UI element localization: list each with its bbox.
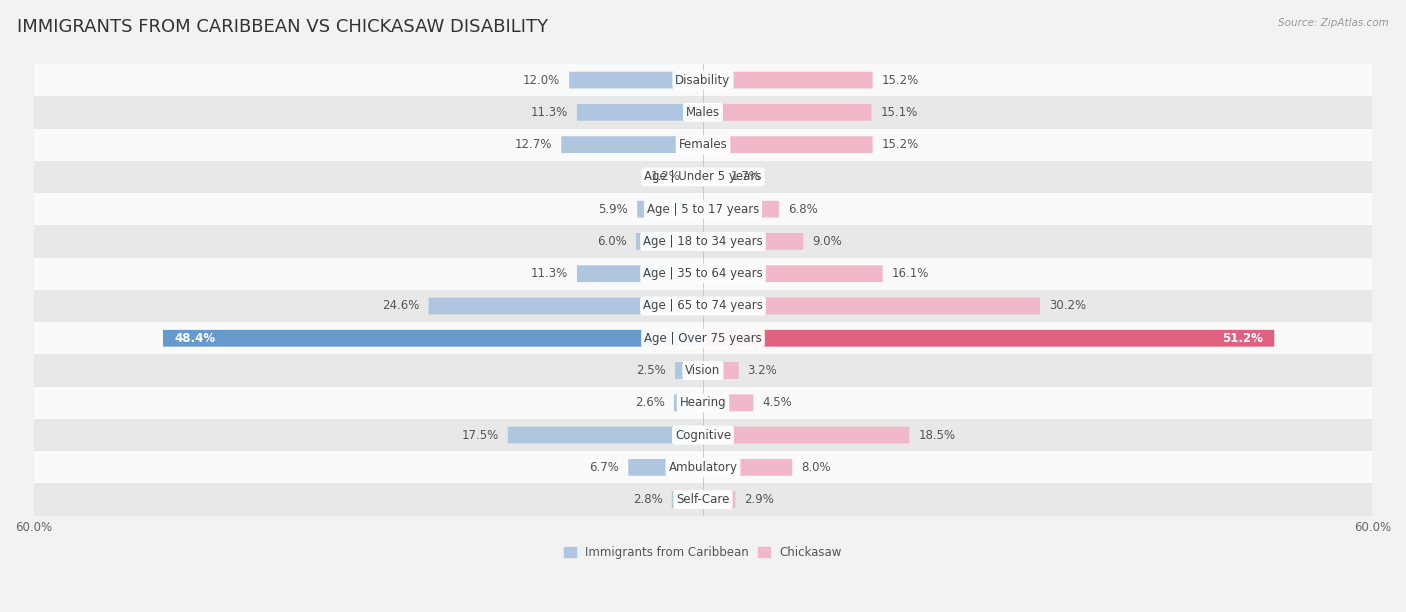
Text: 2.9%: 2.9% [744,493,775,506]
Text: Females: Females [679,138,727,151]
FancyBboxPatch shape [703,362,738,379]
Text: Age | 5 to 17 years: Age | 5 to 17 years [647,203,759,215]
Text: 8.0%: 8.0% [801,461,831,474]
FancyBboxPatch shape [637,201,703,218]
Text: 2.8%: 2.8% [633,493,662,506]
Bar [0,483,1406,516]
FancyBboxPatch shape [628,459,703,476]
Bar [0,354,1406,387]
FancyBboxPatch shape [703,459,792,476]
Text: 9.0%: 9.0% [813,235,842,248]
FancyBboxPatch shape [429,297,703,315]
FancyBboxPatch shape [576,266,703,282]
Text: 11.3%: 11.3% [530,106,568,119]
Bar [0,290,1406,322]
Text: 12.7%: 12.7% [515,138,553,151]
Text: Age | 35 to 64 years: Age | 35 to 64 years [643,267,763,280]
Text: Ambulatory: Ambulatory [668,461,738,474]
FancyBboxPatch shape [703,168,721,185]
FancyBboxPatch shape [703,266,883,282]
Bar [0,451,1406,483]
Text: IMMIGRANTS FROM CARIBBEAN VS CHICKASAW DISABILITY: IMMIGRANTS FROM CARIBBEAN VS CHICKASAW D… [17,18,548,36]
Text: Age | Under 5 years: Age | Under 5 years [644,170,762,184]
Text: 4.5%: 4.5% [762,397,792,409]
Text: 24.6%: 24.6% [382,299,419,313]
FancyBboxPatch shape [163,330,703,346]
Text: 48.4%: 48.4% [174,332,215,345]
Bar [0,129,1406,161]
Text: 1.7%: 1.7% [731,170,761,184]
Text: Age | 18 to 34 years: Age | 18 to 34 years [643,235,763,248]
FancyBboxPatch shape [576,104,703,121]
Bar [0,387,1406,419]
Text: Hearing: Hearing [679,397,727,409]
Text: 16.1%: 16.1% [891,267,929,280]
FancyBboxPatch shape [673,394,703,411]
Text: 30.2%: 30.2% [1049,299,1085,313]
FancyBboxPatch shape [703,394,754,411]
FancyBboxPatch shape [703,427,910,444]
Text: 15.1%: 15.1% [880,106,918,119]
FancyBboxPatch shape [569,72,703,89]
Text: 15.2%: 15.2% [882,138,918,151]
Text: 12.0%: 12.0% [523,73,560,86]
Text: Disability: Disability [675,73,731,86]
FancyBboxPatch shape [703,330,1274,346]
FancyBboxPatch shape [703,72,873,89]
Text: 51.2%: 51.2% [1222,332,1263,345]
Text: 17.5%: 17.5% [461,428,499,442]
Bar [0,322,1406,354]
Text: 3.2%: 3.2% [748,364,778,377]
Text: 6.8%: 6.8% [787,203,817,215]
FancyBboxPatch shape [561,136,703,153]
Text: 2.6%: 2.6% [636,397,665,409]
Text: Vision: Vision [685,364,721,377]
FancyBboxPatch shape [703,297,1040,315]
Text: 2.5%: 2.5% [637,364,666,377]
FancyBboxPatch shape [703,104,872,121]
Bar [0,64,1406,96]
FancyBboxPatch shape [636,233,703,250]
FancyBboxPatch shape [508,427,703,444]
Text: 6.7%: 6.7% [589,461,619,474]
Text: Cognitive: Cognitive [675,428,731,442]
FancyBboxPatch shape [672,491,703,508]
Bar [0,96,1406,129]
Text: 1.2%: 1.2% [651,170,681,184]
Bar [0,225,1406,258]
Bar [0,161,1406,193]
FancyBboxPatch shape [703,136,873,153]
Text: Age | Over 75 years: Age | Over 75 years [644,332,762,345]
Bar [0,258,1406,290]
Text: 15.2%: 15.2% [882,73,918,86]
Text: 6.0%: 6.0% [598,235,627,248]
Bar [0,193,1406,225]
Text: Self-Care: Self-Care [676,493,730,506]
Text: Source: ZipAtlas.com: Source: ZipAtlas.com [1278,18,1389,28]
Text: 5.9%: 5.9% [599,203,628,215]
Bar [0,419,1406,451]
FancyBboxPatch shape [675,362,703,379]
Text: 18.5%: 18.5% [918,428,956,442]
FancyBboxPatch shape [703,201,779,218]
Text: Males: Males [686,106,720,119]
Legend: Immigrants from Caribbean, Chickasaw: Immigrants from Caribbean, Chickasaw [560,542,846,564]
FancyBboxPatch shape [703,233,803,250]
Text: Age | 65 to 74 years: Age | 65 to 74 years [643,299,763,313]
FancyBboxPatch shape [689,168,703,185]
FancyBboxPatch shape [703,491,735,508]
Text: 11.3%: 11.3% [530,267,568,280]
